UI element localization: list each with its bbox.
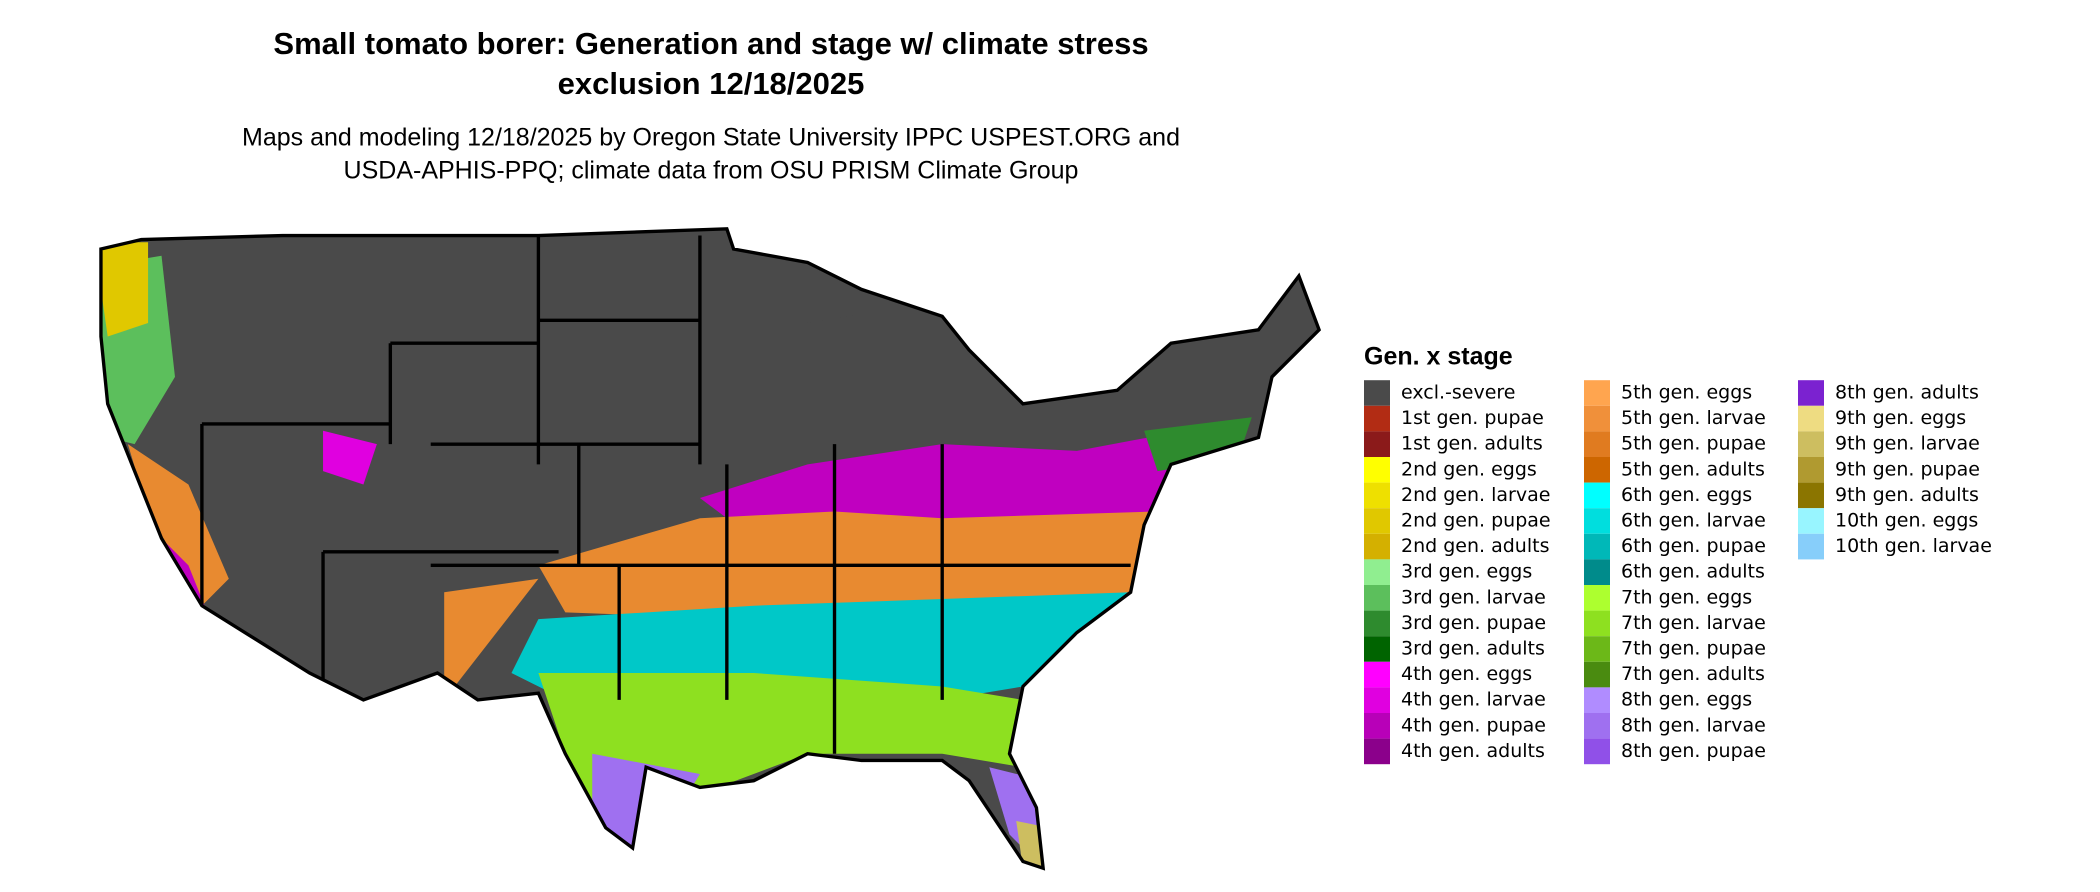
legend-swatch	[1798, 533, 1824, 560]
legend-swatch	[1364, 738, 1390, 765]
subtitle-line: USDA-APHIS-PPQ; climate data from OSU PR…	[344, 157, 1079, 185]
subtitle-line: Maps and modeling 12/18/2025 by Oregon S…	[242, 124, 1180, 152]
legend-label: 10th gen. larvae	[1835, 535, 1992, 557]
legend-label: 8th gen. eggs	[1621, 689, 1752, 711]
legend-label: 2nd gen. eggs	[1401, 458, 1537, 480]
legend-swatch	[1798, 431, 1824, 457]
legend-label: 4th gen. adults	[1401, 740, 1545, 762]
legend-label: 8th gen. larvae	[1621, 714, 1766, 736]
legend-swatch	[1584, 661, 1610, 688]
legend-swatch	[1584, 738, 1610, 765]
title-line: Small tomato borer: Generation and stage…	[273, 26, 1148, 61]
legend-swatch	[1584, 713, 1610, 739]
legend-swatch	[1798, 380, 1824, 406]
legend-label: 4th gen. eggs	[1401, 663, 1532, 685]
legend-swatch	[1584, 380, 1610, 406]
legend-label: 9th gen. adults	[1835, 484, 1979, 506]
legend-label: 4th gen. larvae	[1401, 689, 1546, 711]
legend-label: 7th gen. pupae	[1621, 638, 1766, 660]
legend-label: 2nd gen. adults	[1401, 535, 1549, 557]
legend-label: 9th gen. pupae	[1835, 458, 1980, 480]
legend-swatch	[1798, 482, 1824, 509]
legend-swatch	[1584, 457, 1610, 483]
legend-label: 6th gen. larvae	[1621, 510, 1766, 532]
map	[99, 227, 1322, 871]
legend-label: 9th gen. larvae	[1835, 433, 1980, 455]
legend-label: 5th gen. pupae	[1621, 433, 1766, 455]
legend-swatch	[1584, 610, 1610, 637]
legend-label: 3rd gen. adults	[1401, 638, 1545, 660]
legend-swatch	[1364, 687, 1390, 713]
legend-swatch	[1364, 405, 1390, 432]
legend-label: 9th gen. eggs	[1835, 407, 1966, 429]
legend-swatch	[1364, 636, 1390, 662]
legend-label: 5th gen. larvae	[1621, 407, 1766, 429]
legend-label: 3rd gen. larvae	[1401, 586, 1546, 608]
legend-swatch	[1364, 380, 1390, 406]
legend-label: 2nd gen. pupae	[1401, 510, 1551, 532]
legend: excl.-severe 1st gen. pupae 1st gen. adult…	[1364, 380, 1992, 765]
legend-swatch	[1798, 508, 1824, 534]
legend-label: 1st gen. adults	[1401, 433, 1543, 455]
legend-label: 5th gen. eggs	[1621, 382, 1752, 404]
legend-label: 6th gen. eggs	[1621, 484, 1752, 506]
legend-swatch	[1364, 585, 1390, 611]
legend-label: excl.-severe	[1401, 382, 1516, 404]
legend-swatch	[1584, 431, 1610, 457]
legend-label: 7th gen. larvae	[1621, 612, 1766, 634]
legend-label: 6th gen. pupae	[1621, 535, 1766, 557]
legend-label: 7th gen. adults	[1621, 663, 1765, 685]
legend-swatch	[1584, 636, 1610, 662]
legend-swatch	[1364, 559, 1390, 585]
legend-swatch	[1584, 533, 1610, 560]
legend-swatch	[1584, 585, 1610, 611]
legend-swatch	[1364, 457, 1390, 483]
legend-swatch	[1364, 431, 1390, 457]
legend-swatch	[1364, 661, 1390, 688]
legend-swatch	[1584, 687, 1610, 713]
legend-swatch	[1364, 508, 1390, 534]
legend-label: 8th gen. adults	[1835, 382, 1979, 404]
legend-label: 2nd gen. larvae	[1401, 484, 1550, 506]
legend-label: 6th gen. adults	[1621, 561, 1765, 583]
legend-swatch	[1584, 482, 1610, 509]
legend-swatch	[1584, 405, 1610, 432]
title-line: exclusion 12/18/2025	[558, 66, 865, 101]
legend-label: 10th gen. eggs	[1835, 510, 1978, 532]
legend-title: Gen. x stage	[1364, 343, 1513, 371]
legend-label: 4th gen. pupae	[1401, 714, 1546, 736]
legend-swatch	[1798, 405, 1824, 432]
legend-label: 8th gen. pupae	[1621, 740, 1766, 762]
legend-swatch	[1798, 457, 1824, 483]
legend-swatch	[1364, 610, 1390, 637]
legend-label: 1st gen. pupae	[1401, 407, 1544, 429]
legend-label: 5th gen. adults	[1621, 458, 1765, 480]
legend-swatch	[1364, 713, 1390, 739]
legend-swatch	[1584, 559, 1610, 585]
legend-label: 3rd gen. eggs	[1401, 561, 1532, 583]
legend-swatch	[1364, 533, 1390, 560]
legend-label: 7th gen. eggs	[1621, 586, 1752, 608]
legend-label: 3rd gen. pupae	[1401, 612, 1546, 634]
legend-swatch	[1584, 508, 1610, 534]
legend-swatch	[1364, 482, 1390, 509]
